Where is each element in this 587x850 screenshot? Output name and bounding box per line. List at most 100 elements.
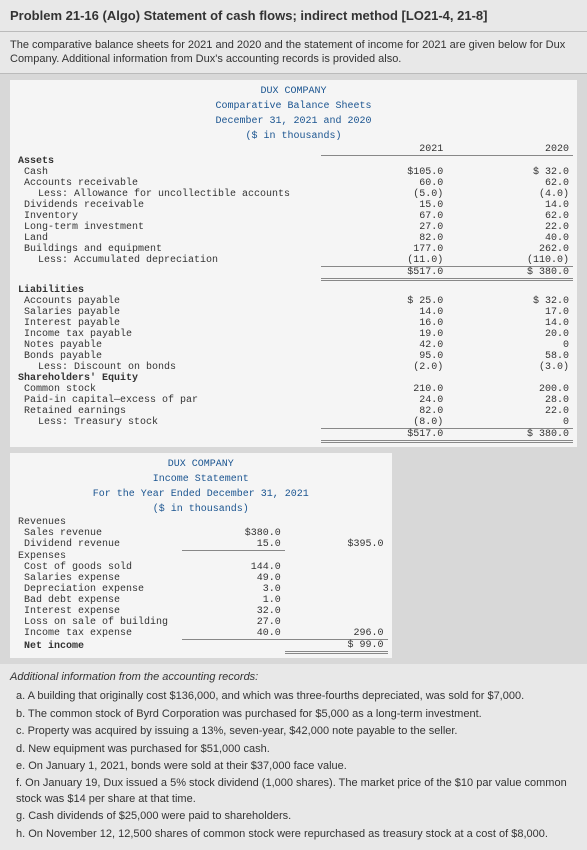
line-amt-2020: 0 xyxy=(447,417,573,429)
line-amt-2021: 60.0 xyxy=(321,178,447,189)
is-line-col2 xyxy=(285,606,388,617)
is-line-col1: 49.0 xyxy=(182,573,285,584)
line-amt-2021: 42.0 xyxy=(321,340,447,351)
line-amt-2020: 40.0 xyxy=(447,233,573,244)
rev-heading: Revenues xyxy=(14,517,388,528)
line-amt-2020: 22.0 xyxy=(447,406,573,417)
line-amt-2021: 95.0 xyxy=(321,351,447,362)
line-amt-2021: 15.0 xyxy=(321,200,447,211)
line-label: Dividends receivable xyxy=(14,200,321,211)
line-label: Interest payable xyxy=(14,318,321,329)
is-table: Revenues Sales revenue$380.0Dividend rev… xyxy=(14,517,388,654)
is-line-col1: 32.0 xyxy=(182,606,285,617)
liab-heading: Liabilities xyxy=(14,285,573,296)
line-label: Common stock xyxy=(14,384,321,395)
line-label: Bonds payable xyxy=(14,351,321,362)
is-company: DUX COMPANY xyxy=(14,457,388,472)
addl-item: e. On January 1, 2021, bonds were sold a… xyxy=(16,759,577,774)
is-line-label: Interest expense xyxy=(14,606,182,617)
is-line-col1: 40.0 xyxy=(182,628,285,640)
addl-item: f. On January 19, Dux issued a 5% stock … xyxy=(16,776,577,807)
bs-table: 2021 2020 Assets Cash$105.0$ 32.0Account… xyxy=(14,144,573,444)
addl-item: c. Property was acquired by issuing a 13… xyxy=(16,724,577,739)
line-amt-2021: 19.0 xyxy=(321,329,447,340)
col-2021: 2021 xyxy=(321,144,447,156)
line-label: Less: Accumulated depreciation xyxy=(14,255,321,267)
is-line-label: Sales revenue xyxy=(14,528,182,539)
line-amt-2020: 200.0 xyxy=(447,384,573,395)
assets-total-2021: $517.0 xyxy=(321,266,447,279)
addl-item: b. The common stock of Byrd Corporation … xyxy=(16,707,577,722)
addl-item: h. On November 12, 12,500 shares of comm… xyxy=(16,827,577,842)
addl-list: a. A building that originally cost $136,… xyxy=(10,689,577,842)
line-amt-2020: 14.0 xyxy=(447,318,573,329)
addl-item: g. Cash dividends of $25,000 were paid t… xyxy=(16,809,577,824)
line-amt-2020: (4.0) xyxy=(447,189,573,200)
line-label: Notes payable xyxy=(14,340,321,351)
line-label: Accounts receivable xyxy=(14,178,321,189)
line-amt-2020: 0 xyxy=(447,340,573,351)
line-amt-2020: 17.0 xyxy=(447,307,573,318)
col-2020: 2020 xyxy=(447,144,573,156)
assets-total-2020: $ 380.0 xyxy=(447,266,573,279)
bs-date: December 31, 2021 and 2020 xyxy=(14,114,573,129)
is-line-col1: 1.0 xyxy=(182,595,285,606)
line-label: Income tax payable xyxy=(14,329,321,340)
line-amt-2021: (11.0) xyxy=(321,255,447,267)
equity-heading: Shareholders' Equity xyxy=(14,373,573,384)
line-amt-2021: 27.0 xyxy=(321,222,447,233)
line-amt-2021: 177.0 xyxy=(321,244,447,255)
line-label: Buildings and equipment xyxy=(14,244,321,255)
line-amt-2020: 22.0 xyxy=(447,222,573,233)
line-label: Land xyxy=(14,233,321,244)
liab-total-2020: $ 380.0 xyxy=(447,429,573,442)
line-label: Less: Discount on bonds xyxy=(14,362,321,373)
is-line-col1: 15.0 xyxy=(182,539,285,551)
is-title: Income Statement xyxy=(14,472,388,487)
is-line-col1: 144.0 xyxy=(182,562,285,573)
line-amt-2021: 24.0 xyxy=(321,395,447,406)
is-line-col2 xyxy=(285,617,388,628)
line-amt-2021: (5.0) xyxy=(321,189,447,200)
line-amt-2021: (8.0) xyxy=(321,417,447,429)
line-amt-2020: 20.0 xyxy=(447,329,573,340)
line-amt-2020: $ 32.0 xyxy=(447,167,573,178)
line-label: Salaries payable xyxy=(14,307,321,318)
line-label: Retained earnings xyxy=(14,406,321,417)
is-line-col1: $380.0 xyxy=(182,528,285,539)
assets-heading: Assets xyxy=(14,155,573,167)
line-amt-2021: $105.0 xyxy=(321,167,447,178)
balance-sheet: DUX COMPANY Comparative Balance Sheets D… xyxy=(10,80,577,448)
addl-item: d. New equipment was purchased for $51,0… xyxy=(16,742,577,757)
line-label: Less: Allowance for uncollectible accoun… xyxy=(14,189,321,200)
problem-title: Problem 21-16 (Algo) Statement of cash f… xyxy=(0,0,587,32)
line-label: Long-term investment xyxy=(14,222,321,233)
is-line-col2 xyxy=(285,584,388,595)
line-amt-2020: 262.0 xyxy=(447,244,573,255)
is-line-label: Bad debt expense xyxy=(14,595,182,606)
liab-total-2021: $517.0 xyxy=(321,429,447,442)
line-amt-2021: 82.0 xyxy=(321,406,447,417)
line-label: Less: Treasury stock xyxy=(14,417,321,429)
line-amt-2020: 58.0 xyxy=(447,351,573,362)
line-amt-2021: (2.0) xyxy=(321,362,447,373)
line-amt-2021: $ 25.0 xyxy=(321,296,447,307)
line-amt-2020: $ 32.0 xyxy=(447,296,573,307)
is-line-col2: $395.0 xyxy=(285,539,388,551)
line-amt-2020: 62.0 xyxy=(447,211,573,222)
is-line-label: Cost of goods sold xyxy=(14,562,182,573)
is-line-col2: 296.0 xyxy=(285,628,388,640)
line-amt-2021: 82.0 xyxy=(321,233,447,244)
income-statement: DUX COMPANY Income Statement For the Yea… xyxy=(10,453,392,658)
line-amt-2020: (110.0) xyxy=(447,255,573,267)
is-line-label: Loss on sale of building xyxy=(14,617,182,628)
is-line-label: Dividend revenue xyxy=(14,539,182,551)
line-amt-2020: 14.0 xyxy=(447,200,573,211)
line-label: Accounts payable xyxy=(14,296,321,307)
is-line-col1: 27.0 xyxy=(182,617,285,628)
bs-company: DUX COMPANY xyxy=(14,84,573,99)
line-label: Cash xyxy=(14,167,321,178)
is-line-col2 xyxy=(285,573,388,584)
line-amt-2021: 14.0 xyxy=(321,307,447,318)
is-line-col1: 3.0 xyxy=(182,584,285,595)
